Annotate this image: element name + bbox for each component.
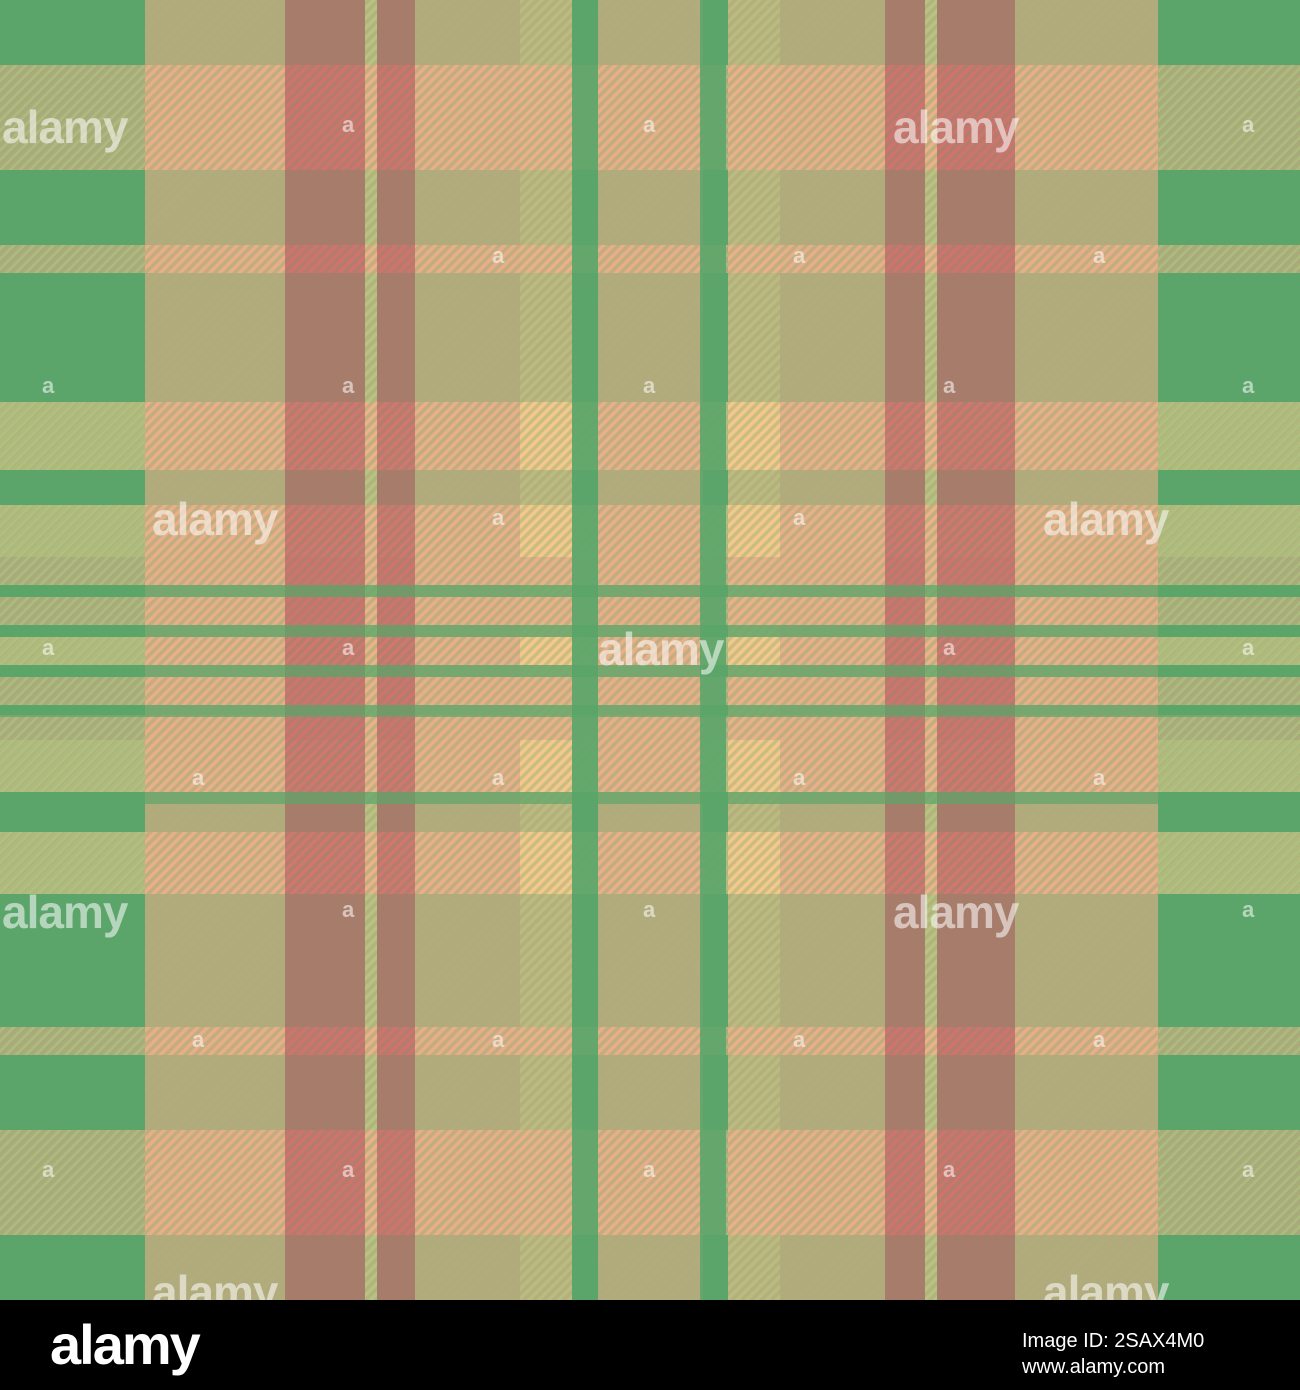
edge-block-green	[1158, 0, 1300, 65]
edge-block-green	[0, 895, 145, 1027]
weft-stripe-green	[0, 625, 1300, 637]
edge-block-green	[0, 470, 145, 505]
warp-stripe-green	[700, 0, 726, 1300]
edge-block-green	[1158, 1055, 1300, 1130]
edge-block-green	[1158, 273, 1300, 402]
edge-block-green	[1158, 1235, 1300, 1300]
warp-stripe-green	[572, 0, 598, 1300]
stock-footer-bar: alamy Image ID: 2SAX4M0 www.alamy.com	[0, 1300, 1300, 1390]
plaid-pattern	[0, 0, 1300, 1300]
alamy-logo: alamy	[50, 1313, 201, 1376]
site-url-label: www.alamy.com	[1022, 1356, 1165, 1378]
weft-stripe-green	[0, 665, 1300, 677]
weft-stripe-green	[0, 792, 1300, 804]
image-id-label: Image ID: 2SAX4M0	[1022, 1330, 1205, 1352]
edge-block-green	[0, 1235, 145, 1300]
edge-block-green	[1158, 170, 1300, 245]
plaid-twill-overlay	[0, 0, 1300, 1300]
edge-block-green	[0, 0, 145, 65]
weft-stripe-green	[0, 585, 1300, 597]
edge-block-green	[0, 273, 145, 402]
edge-block-green	[0, 170, 145, 245]
edge-block-green	[1158, 895, 1300, 1027]
edge-block-green	[1158, 470, 1300, 505]
edge-block-green	[0, 1055, 145, 1130]
weft-stripe-green	[0, 705, 1300, 717]
